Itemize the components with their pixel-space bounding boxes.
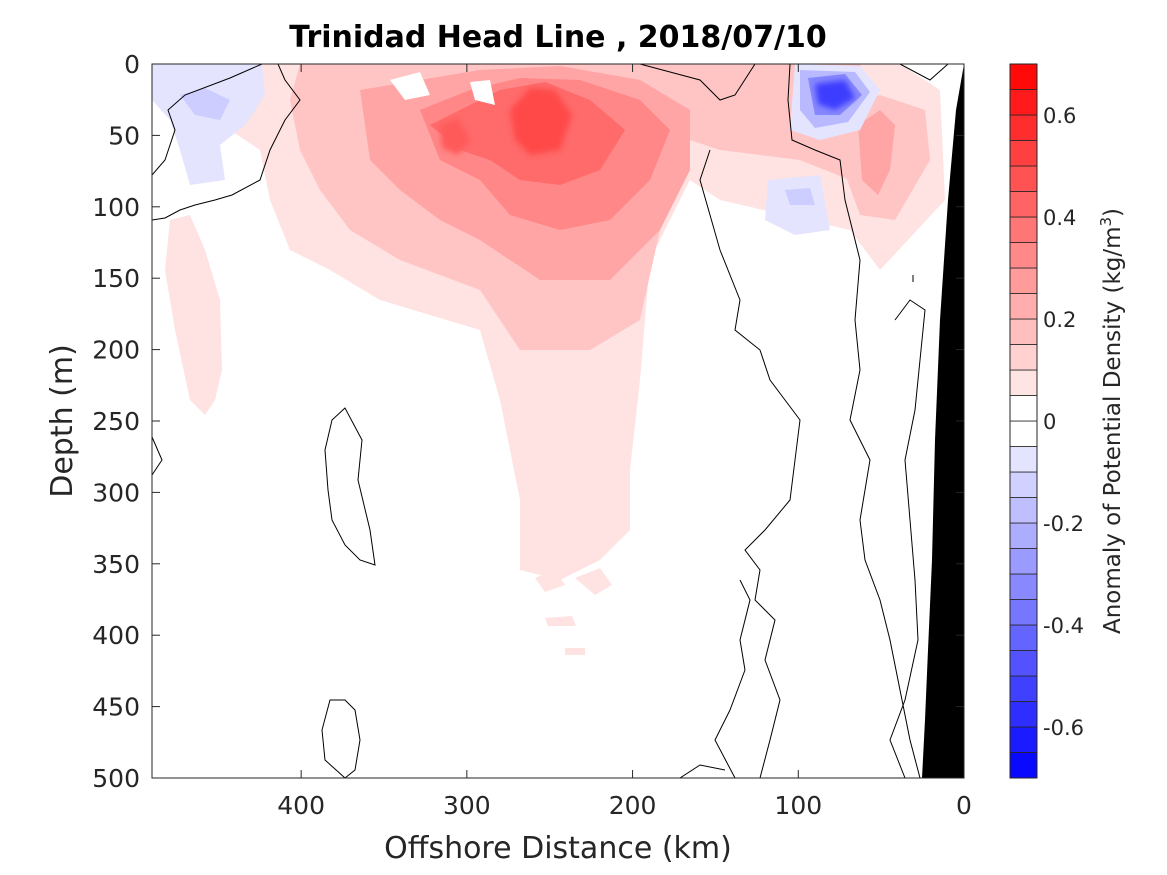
zero-contour-nearshore-4 bbox=[889, 299, 926, 778]
colorbar-label-superscript: 3 bbox=[1097, 217, 1115, 227]
colorbar-level bbox=[1009, 446, 1038, 473]
colorbar-level bbox=[1009, 752, 1038, 779]
zero-contours bbox=[152, 64, 949, 778]
zero-contour-offshore bbox=[152, 64, 301, 221]
colorbar-frame bbox=[1009, 63, 1038, 779]
colorbar-level bbox=[1009, 344, 1038, 371]
colorbar: -0.6 -0.4 -0.2 0 0.2 0.4 0.6 bbox=[1009, 63, 1084, 779]
colorbar-level bbox=[1009, 650, 1038, 677]
colorbar-tick-label: 0.4 bbox=[1043, 206, 1076, 230]
y-tick-label: 350 bbox=[92, 550, 140, 579]
positive-region-nearshore-strong bbox=[858, 110, 895, 195]
x-axis: 400 300 200 100 0 bbox=[277, 64, 972, 820]
x-tick-label: 400 bbox=[277, 791, 325, 820]
colorbar-tick-label: 0 bbox=[1043, 410, 1056, 434]
colorbar-tick-label: -0.6 bbox=[1043, 716, 1084, 740]
positive-secondary-core bbox=[440, 118, 470, 155]
colorbar-level bbox=[1009, 573, 1038, 600]
y-tick-label: 400 bbox=[92, 621, 140, 650]
colorbar-level bbox=[1009, 63, 1038, 90]
positive-region-deep-patch-2 bbox=[575, 568, 612, 595]
colorbar-level bbox=[1009, 624, 1038, 651]
zero-gap-1 bbox=[390, 72, 430, 100]
colorbar-level bbox=[1009, 420, 1038, 447]
colorbar-level bbox=[1009, 216, 1038, 243]
colorbar-label-main: Anomaly of Potential Density (kg/m bbox=[1100, 226, 1126, 634]
colorbar-level bbox=[1009, 369, 1038, 396]
colorbar-level bbox=[1009, 726, 1038, 753]
colorbar-level bbox=[1009, 140, 1038, 167]
y-tick-label: 500 bbox=[92, 764, 140, 793]
colorbar-level bbox=[1009, 675, 1038, 702]
zero-contour-nearshore-3 bbox=[714, 579, 751, 778]
colorbar-level bbox=[1009, 293, 1038, 320]
colorbar-level bbox=[1009, 471, 1038, 498]
y-tick-label: 450 bbox=[92, 693, 140, 722]
colorbar-level bbox=[1009, 395, 1038, 422]
colorbar-label-close: ) bbox=[1100, 208, 1126, 217]
positive-region-offshore-strip bbox=[165, 215, 222, 415]
bathymetry-shelf bbox=[922, 64, 964, 778]
y-axis: 0 50 100 150 200 250 300 350 400 450 500 bbox=[92, 50, 964, 793]
chart-title: Trinidad Head Line , 2018/07/10 bbox=[289, 20, 826, 55]
positive-region-deep-patch-4 bbox=[565, 648, 585, 655]
colorbar-label: Anomaly of Potential Density (kg/m3) bbox=[1097, 208, 1126, 634]
y-tick-label: 300 bbox=[92, 478, 140, 507]
positive-core bbox=[510, 88, 572, 155]
y-tick-label: 0 bbox=[124, 50, 140, 79]
x-tick-label: 100 bbox=[774, 791, 822, 820]
colorbar-tick-label: 0.6 bbox=[1043, 104, 1076, 128]
colorbar-tick-label: -0.2 bbox=[1043, 512, 1084, 536]
colorbar-level bbox=[1009, 701, 1038, 728]
colorbar-level bbox=[1009, 548, 1038, 575]
positive-region-deep-patch-3 bbox=[545, 616, 576, 626]
anomaly-fill-layer bbox=[152, 64, 945, 655]
x-tick-label: 200 bbox=[609, 791, 657, 820]
x-tick-label: 0 bbox=[956, 791, 972, 820]
positive-region-deep-patch-1 bbox=[535, 570, 565, 592]
colorbar-level bbox=[1009, 165, 1038, 192]
colorbar-level bbox=[1009, 114, 1038, 141]
colorbar-level bbox=[1009, 267, 1038, 294]
negative-region-offshore-core bbox=[180, 88, 230, 120]
y-tick-label: 150 bbox=[92, 264, 140, 293]
colorbar-tick-label: 0.2 bbox=[1043, 308, 1076, 332]
zero-contour-nearshore-1 bbox=[639, 64, 801, 778]
zero-contour-deep-island bbox=[321, 699, 361, 778]
negative-core bbox=[815, 80, 855, 110]
colorbar-level bbox=[1009, 497, 1038, 524]
zero-contour-top-right bbox=[899, 64, 949, 81]
colorbar-level bbox=[1009, 318, 1038, 345]
y-tick-label: 50 bbox=[108, 121, 140, 150]
y-tick-label: 200 bbox=[92, 336, 140, 365]
negative-region-offshore bbox=[152, 64, 265, 185]
y-tick-label: 250 bbox=[92, 407, 140, 436]
zero-gap-2 bbox=[470, 80, 495, 105]
x-tick-label: 300 bbox=[443, 791, 491, 820]
y-tick-label: 100 bbox=[92, 193, 140, 222]
colorbar-level bbox=[1009, 191, 1038, 218]
negative-region-mid-core bbox=[785, 188, 815, 205]
colorbar-level bbox=[1009, 522, 1038, 549]
y-axis-label: Depth (m) bbox=[45, 344, 80, 498]
colorbar-level bbox=[1009, 599, 1038, 626]
zero-contour-nearshore-2 bbox=[787, 64, 921, 778]
colorbar-tick-label: -0.4 bbox=[1043, 614, 1084, 638]
x-axis-label: Offshore Distance (km) bbox=[384, 831, 732, 866]
colorbar-level bbox=[1009, 242, 1038, 269]
colorbar-level bbox=[1009, 89, 1038, 116]
zero-contour-left-edge bbox=[152, 436, 163, 476]
zero-contour-deep-bottom bbox=[679, 764, 726, 778]
zero-contour-core-island bbox=[324, 407, 376, 566]
